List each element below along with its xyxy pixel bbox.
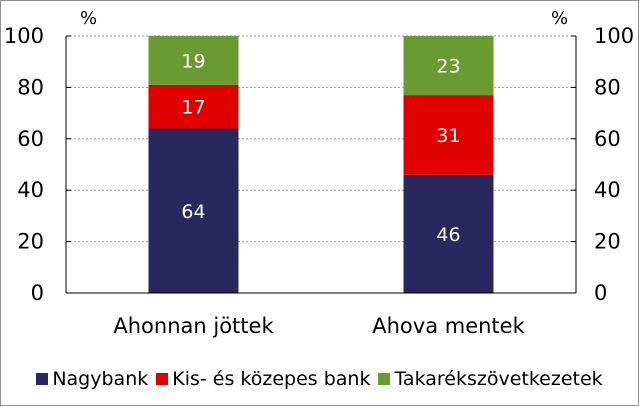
bar-1-series-0 <box>403 174 494 293</box>
data-label-1-series-0: 46 <box>436 224 460 246</box>
axes: 0 0 20 20 40 40 60 60 80 80 100 100 Ahonnan jöttek Ah… <box>4 24 634 338</box>
left-unit-label: % <box>80 8 97 29</box>
bar-0-series-1 <box>148 84 239 129</box>
bars: 64 17 19 46 31 23 <box>148 36 494 293</box>
bar-0-series-2 <box>148 36 239 85</box>
legend: Nagybank Kis- és közepes bank Takarékszöve… <box>0 368 639 390</box>
data-label-0-series-0: 64 <box>181 201 205 223</box>
legend-swatch-2 <box>378 373 391 385</box>
left-tick-label-0: 0 <box>31 281 44 305</box>
legend-item-1: Kis- és közepes bank <box>156 368 370 390</box>
right-tick-label-40: 40 <box>594 178 621 202</box>
right-tick-label-60: 60 <box>594 127 621 151</box>
legend-item-0: Nagybank <box>36 368 148 390</box>
left-tick-label-40: 40 <box>17 178 44 202</box>
legend-swatch-0 <box>36 373 49 385</box>
bar-1-series-2 <box>403 36 494 96</box>
bar-0-series-0 <box>148 128 239 293</box>
legend-item-2: Takarékszövetkezetek <box>378 368 603 390</box>
legend-label-2: Takarékszövetkezetek <box>394 368 603 390</box>
bar-1-series-1 <box>403 95 494 175</box>
left-tick-label-60: 60 <box>17 127 44 151</box>
category-label-1: Ahova mentek <box>372 314 525 338</box>
data-label-1-series-2: 23 <box>436 56 460 78</box>
right-tick-label-0: 0 <box>594 281 607 305</box>
right-tick-label-80: 80 <box>594 75 621 99</box>
data-label-0-series-1: 17 <box>181 97 205 119</box>
gridlines <box>66 35 576 243</box>
left-tick-label-20: 20 <box>17 230 44 254</box>
data-label-1-series-1: 31 <box>436 125 460 147</box>
data-label-0-series-2: 19 <box>181 50 205 72</box>
right-tick-label-20: 20 <box>594 230 621 254</box>
legend-swatch-1 <box>156 373 169 385</box>
legend-label-0: Nagybank <box>52 368 149 390</box>
right-unit-label: % <box>551 8 568 29</box>
right-tick-label-100: 100 <box>594 24 634 48</box>
left-tick-label-80: 80 <box>17 75 44 99</box>
left-tick-label-100: 100 <box>4 24 44 48</box>
legend-label-1: Kis- és közepes bank <box>172 368 371 390</box>
category-label-0: Ahonnan jöttek <box>113 314 274 338</box>
